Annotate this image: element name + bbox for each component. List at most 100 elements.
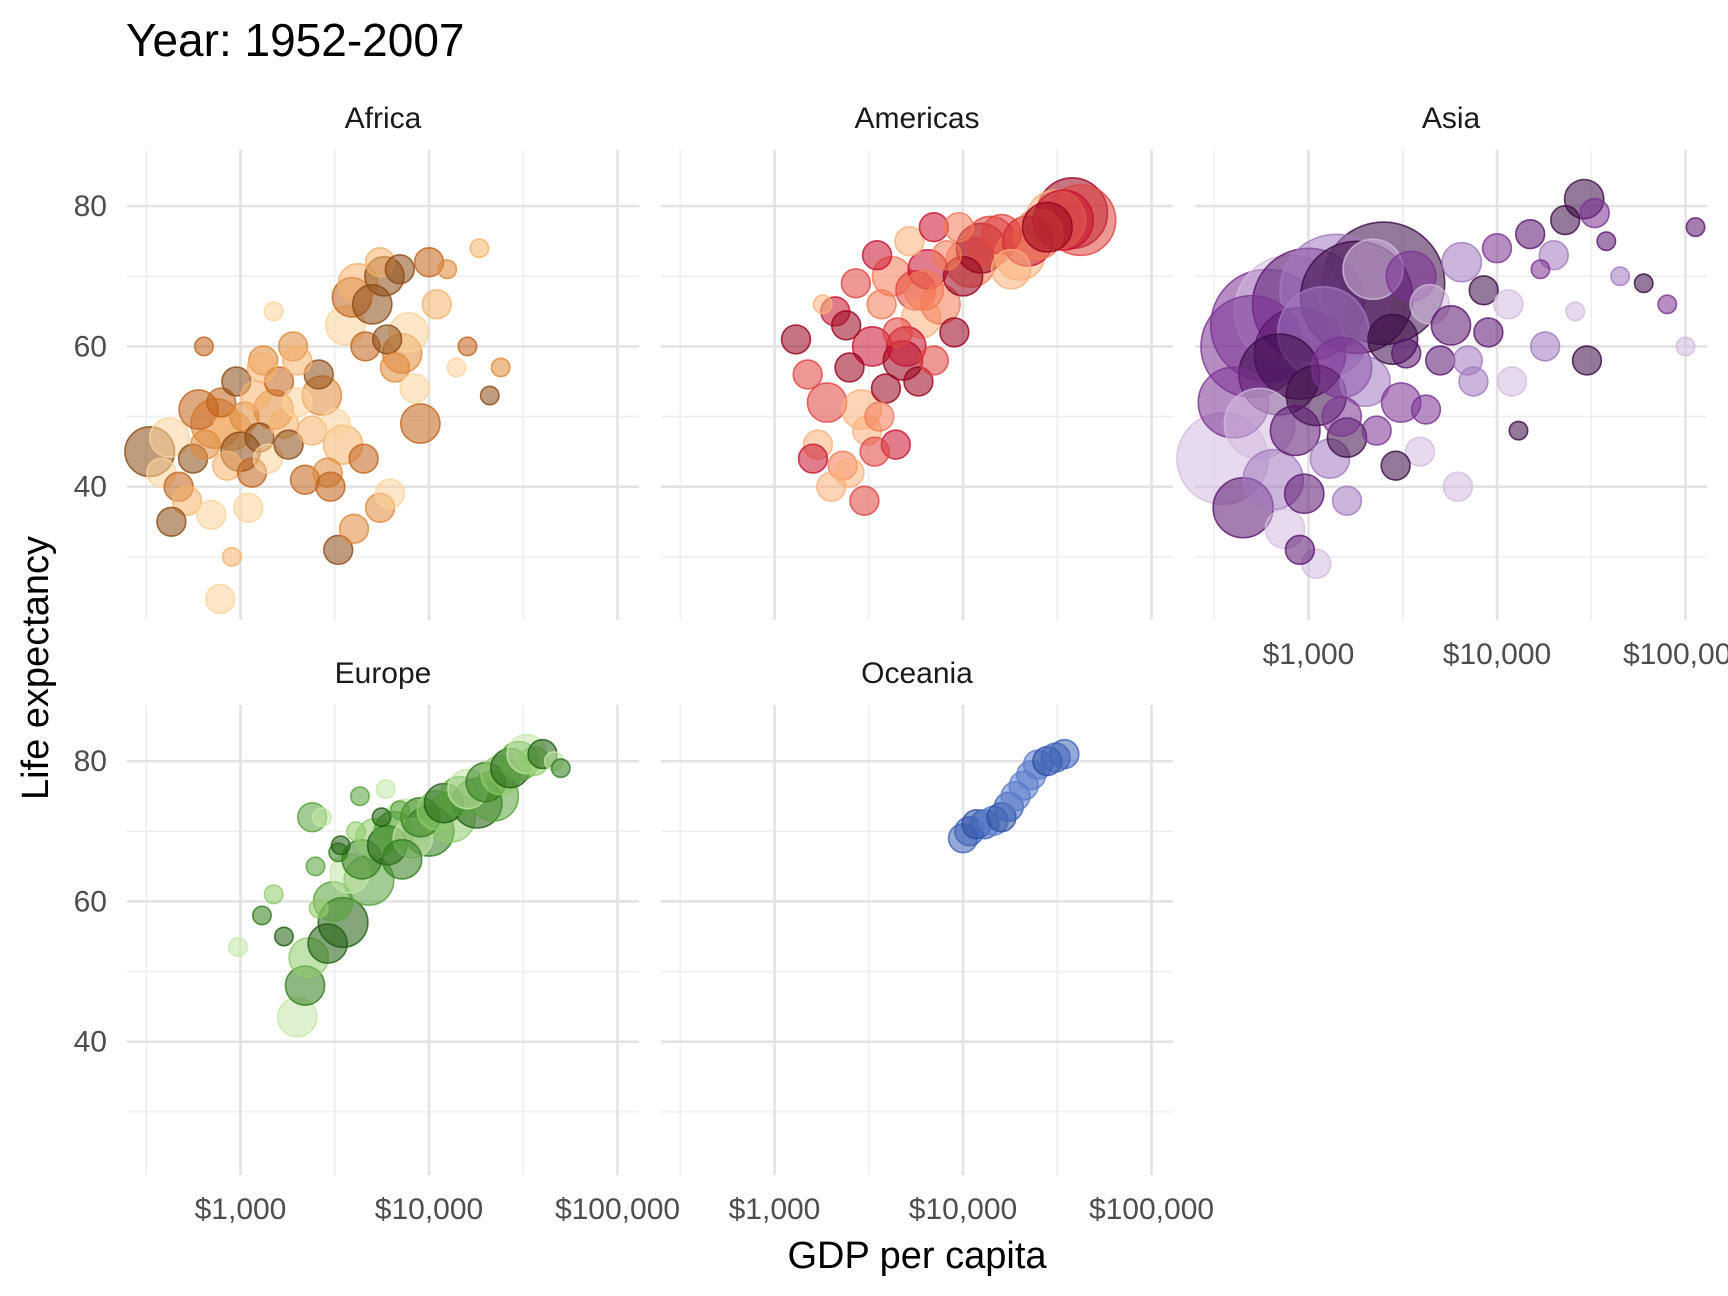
data-point	[1269, 404, 1321, 457]
data-point	[282, 387, 313, 418]
data-point	[861, 240, 893, 271]
data-point	[1496, 366, 1528, 397]
data-point	[918, 345, 950, 376]
data-point	[384, 254, 416, 285]
data-point	[1610, 266, 1631, 287]
data-point	[1321, 396, 1363, 437]
data-point	[1331, 485, 1363, 516]
x-tick-label: $10,000	[1443, 638, 1551, 671]
data-point	[1021, 201, 1073, 253]
data-point	[1549, 204, 1581, 236]
data-point	[1441, 241, 1483, 283]
data-point	[323, 534, 354, 566]
data-point	[308, 898, 329, 919]
data-point	[330, 835, 351, 856]
data-point	[939, 317, 970, 348]
data-point	[371, 807, 392, 828]
data-point	[866, 289, 897, 320]
x-tick-label: $10,000	[375, 1193, 483, 1226]
data-point	[469, 238, 490, 259]
data-point	[1430, 304, 1472, 346]
facet-label: Europe	[335, 657, 432, 690]
data-point	[849, 485, 880, 516]
data-point	[263, 301, 284, 322]
data-point	[990, 248, 1032, 290]
data-point	[282, 345, 313, 376]
data-point	[882, 317, 913, 348]
data-point	[305, 856, 326, 877]
data-point	[1571, 345, 1603, 376]
data-point	[1530, 259, 1551, 280]
panel-europe: Europe 40 60 80 $1,000 $10,000 $100,000	[74, 657, 680, 1226]
y-tick-label: 60	[74, 885, 107, 918]
data-point	[1633, 273, 1654, 294]
data-point	[840, 268, 872, 299]
data-point	[205, 387, 237, 418]
data-point	[190, 429, 221, 460]
data-point	[273, 926, 294, 947]
x-tick-label: $10,000	[909, 1193, 1017, 1226]
data-point	[1049, 738, 1080, 770]
data-point	[1685, 217, 1706, 238]
data-point	[389, 800, 410, 821]
data-point	[479, 385, 500, 406]
data-point	[894, 225, 925, 257]
data-point	[1380, 450, 1411, 481]
facet-label: Africa	[345, 102, 422, 135]
data-point	[780, 324, 812, 355]
data-point	[1565, 301, 1586, 322]
data-point	[399, 403, 441, 444]
data-point	[1473, 317, 1504, 348]
data-point	[437, 259, 458, 280]
data-point	[221, 546, 242, 567]
data-point	[399, 373, 430, 404]
data-point	[263, 884, 284, 905]
data-point	[338, 513, 370, 545]
data-point	[806, 382, 848, 423]
x-tick-label: $100,000	[555, 1193, 680, 1226]
data-point	[1657, 294, 1678, 315]
data-point	[1515, 218, 1546, 250]
data-point	[1529, 331, 1561, 362]
data-point	[903, 366, 934, 397]
data-point	[446, 357, 467, 378]
data-point	[830, 310, 862, 341]
data-point	[196, 499, 227, 530]
data-point	[792, 359, 823, 390]
facet-label: Oceania	[861, 657, 973, 690]
data-point	[981, 213, 1022, 255]
data-point	[228, 937, 249, 958]
panel-americas: Americas	[661, 102, 1173, 620]
data-point	[315, 471, 346, 502]
data-point	[1284, 534, 1316, 566]
data-point	[320, 408, 351, 439]
data-point	[251, 905, 272, 926]
x-tick-label: $1,000	[195, 1193, 287, 1226]
data-point	[550, 758, 571, 779]
data-point	[859, 436, 890, 467]
y-tick-label: 60	[74, 330, 107, 363]
data-point	[1283, 473, 1325, 515]
data-point	[1579, 197, 1610, 229]
data-point	[1675, 336, 1696, 357]
x-axis-label: GDP per capita	[787, 1235, 1047, 1277]
data-point	[204, 583, 236, 615]
data-point	[797, 443, 829, 474]
data-point	[1493, 289, 1524, 320]
panel-oceania: Oceania $1,000 $10,000 $100,000	[661, 657, 1214, 1226]
data-point	[375, 779, 396, 800]
data-point	[303, 359, 334, 390]
panel-africa: Africa 40 60 80	[74, 102, 639, 620]
x-tick-label: $100,000	[1089, 1193, 1214, 1226]
data-point	[381, 838, 423, 880]
data-point	[246, 352, 278, 383]
data-point	[812, 294, 833, 315]
data-point	[1391, 338, 1422, 369]
data-point	[1404, 436, 1436, 467]
data-point	[149, 417, 190, 459]
data-point	[1468, 275, 1499, 306]
data-point	[156, 506, 187, 537]
data-point	[943, 211, 975, 243]
x-tick-label: $1,000	[729, 1193, 821, 1226]
